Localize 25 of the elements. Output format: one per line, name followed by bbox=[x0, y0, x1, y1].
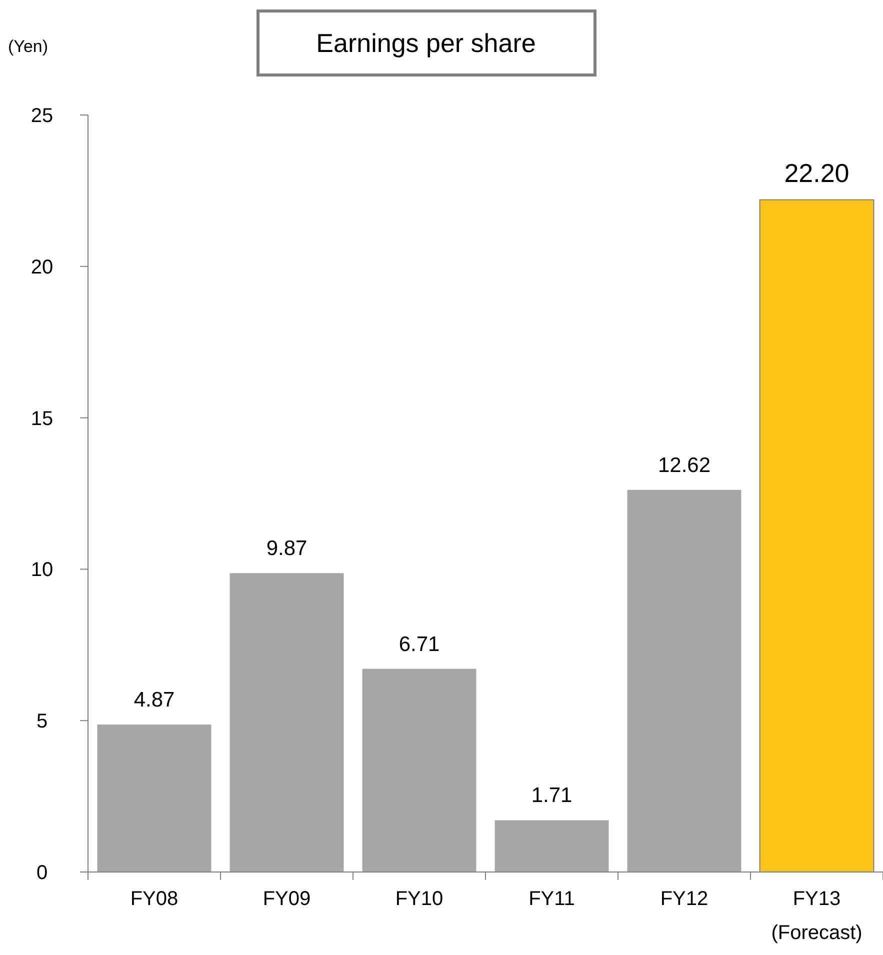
x-tick-label: FY12 bbox=[660, 888, 708, 910]
bar bbox=[627, 490, 742, 872]
chart-title: Earnings per share bbox=[316, 28, 536, 58]
data-label: 9.87 bbox=[266, 537, 308, 560]
x-tick-label: FY13 (Forecast) bbox=[771, 888, 862, 944]
data-label: 6.71 bbox=[398, 632, 440, 656]
bar bbox=[230, 573, 344, 872]
y-tick-label: 25 bbox=[30, 105, 54, 127]
data-label: 4.87 bbox=[134, 688, 175, 712]
bar bbox=[97, 724, 212, 872]
y-axis-title: (Yen) bbox=[8, 37, 48, 56]
data-label: 22.20 bbox=[784, 158, 850, 188]
y-tick-label: 5 bbox=[36, 710, 48, 733]
y-tick-label: 10 bbox=[30, 559, 54, 582]
data-label: 1.71 bbox=[531, 784, 572, 808]
bar bbox=[494, 820, 609, 872]
x-tick-label: FY10 bbox=[395, 888, 444, 910]
x-tick-label: FY09 bbox=[262, 888, 311, 910]
bar bbox=[362, 668, 476, 872]
y-tick-label: 20 bbox=[30, 256, 54, 278]
data-label: 12.62 bbox=[658, 454, 711, 477]
x-tick-label: FY11 bbox=[528, 888, 575, 910]
y-tick-label: 15 bbox=[30, 408, 54, 430]
y-tick-label: 0 bbox=[36, 862, 48, 884]
x-tick-label: FY08 bbox=[130, 888, 178, 910]
